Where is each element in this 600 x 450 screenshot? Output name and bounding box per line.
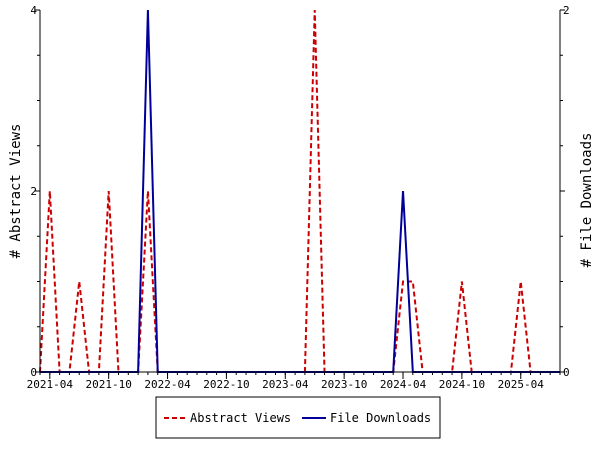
y-axis-right-ticks: 02 xyxy=(560,4,570,379)
x-axis-ticks: 2021-04 2021-10 2022-04 2022-10 2023-04 2023-… xyxy=(27,372,561,391)
y-right-tick-label: 2 xyxy=(563,4,570,17)
legend-box xyxy=(155,396,441,439)
y-axis-left-title: # Abstract Views xyxy=(8,124,24,259)
y-left-tick-label: 2 xyxy=(30,185,37,198)
x-tick-label: 2021-04 xyxy=(27,378,74,391)
x-tick-label: 2024-04 xyxy=(380,378,427,391)
x-tick-label: 2022-10 xyxy=(203,378,249,391)
x-tick-label: 2023-04 xyxy=(262,378,309,391)
y-right-tick-label: 0 xyxy=(563,366,570,379)
y-left-tick-label: 0 xyxy=(30,366,37,379)
y-axis-left-ticks: 0 2 4 xyxy=(30,4,40,379)
plot-area xyxy=(40,10,560,372)
x-tick-label: 2023-10 xyxy=(321,378,367,391)
legend-label-file-downloads: File Downloads xyxy=(330,411,431,425)
legend: Abstract Views File Downloads xyxy=(155,396,441,439)
legend-label-abstract-views: Abstract Views xyxy=(190,411,291,425)
x-tick-label: 2021-10 xyxy=(85,378,131,391)
x-tick-label: 2024-10 xyxy=(439,378,485,391)
x-tick-label: 2022-04 xyxy=(144,378,191,391)
x-tick-label: 2025-04 xyxy=(498,378,545,391)
y-left-tick-label: 4 xyxy=(30,4,37,17)
y-axis-right-title: # File Downloads xyxy=(579,133,595,268)
